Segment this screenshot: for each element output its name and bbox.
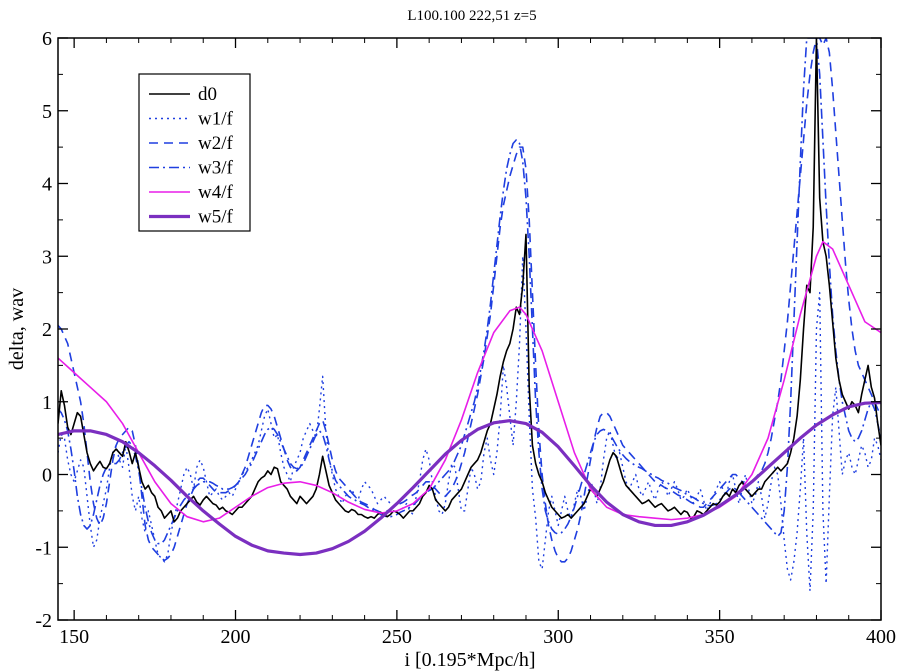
series-line-w5-f	[58, 400, 881, 557]
legend-box	[138, 73, 251, 232]
legend-label: w3/f	[198, 158, 234, 179]
x-tick-label: 200	[221, 626, 251, 648]
y-tick-label: -1	[35, 537, 52, 559]
y-tick-label: 6	[42, 28, 52, 50]
y-tick-label: 3	[42, 246, 52, 268]
series-line-w1-f	[58, 255, 881, 592]
x-tick-label: 150	[59, 626, 89, 648]
legend-label: w1/f	[198, 109, 234, 130]
y-tick-label: -2	[35, 610, 52, 632]
x-tick-label: 400	[866, 626, 896, 648]
x-tick-label: 300	[543, 626, 573, 648]
legend-label: w2/f	[198, 133, 234, 154]
x-axis-label: i [0.195*Mpc/h]	[404, 649, 535, 671]
x-tick-label: 350	[705, 626, 735, 648]
chart-title: L100.100 222,51 z=5	[407, 8, 536, 24]
series-line-w4-f	[58, 240, 881, 523]
y-tick-label: 5	[42, 101, 52, 123]
y-tick-label: 0	[42, 465, 52, 487]
y-tick-label: 4	[42, 174, 52, 196]
legend: d0 w1/f w2/f w3/f w4/f w5/f	[149, 84, 234, 228]
legend-label: d0	[198, 84, 217, 105]
y-tick-label: 2	[42, 319, 52, 341]
series-layer	[58, 38, 881, 592]
series-line-w3-f	[58, 38, 881, 545]
y-axis-label: delta, wav	[6, 288, 28, 370]
y-tick-label: 1	[42, 392, 52, 414]
x-tick-label: 250	[382, 626, 412, 648]
legend-label: w5/f	[198, 207, 234, 228]
legend-label: w4/f	[198, 182, 234, 203]
ticks-layer: 150 200 250 300 350 400 -2 -1 0 1 2 3 4 5 6	[35, 28, 896, 648]
